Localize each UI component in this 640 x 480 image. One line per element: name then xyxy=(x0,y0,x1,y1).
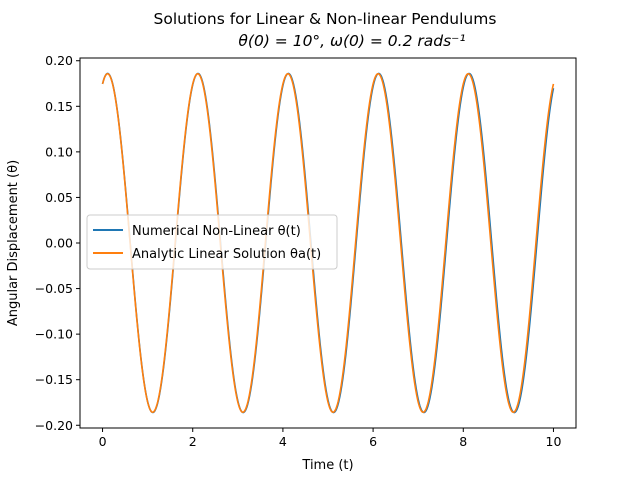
y-tick-label: 0.05 xyxy=(45,190,73,205)
x-tick-label: 8 xyxy=(459,434,467,449)
x-tick-label: 0 xyxy=(99,434,107,449)
y-tick-label: −0.10 xyxy=(35,327,73,342)
x-axis-label: Time (t) xyxy=(301,458,353,473)
legend-box xyxy=(86,214,338,270)
x-axis-ticks: 0 2 4 6 8 10 xyxy=(99,428,562,449)
legend-label-numerical: Numerical Non-Linear θ(t) xyxy=(132,224,301,239)
y-axis-label: Angular Displacement (θ) xyxy=(6,160,21,326)
chart-title-line1: Solutions for Linear & Non-linear Pendul… xyxy=(154,10,497,28)
chart-title-line2: θ(0) = 10°, ω(0) = 0.2 rads⁻¹ xyxy=(238,32,465,50)
x-tick-label: 2 xyxy=(189,434,197,449)
series-line-1 xyxy=(101,72,555,414)
y-tick-label: 0.20 xyxy=(45,53,73,68)
y-axis-ticks: 0.20 0.15 0.10 0.05 0.00 −0.05 −0.10 −0.15 −0.20 xyxy=(35,53,80,433)
x-tick-label: 10 xyxy=(546,434,562,449)
y-tick-label: −0.05 xyxy=(35,281,73,296)
y-tick-label: 0.10 xyxy=(45,144,73,159)
y-tick-label: −0.15 xyxy=(35,372,73,387)
legend-label-analytic: Analytic Linear Solution θa(t) xyxy=(132,247,321,262)
x-tick-label: 6 xyxy=(369,434,377,449)
y-tick-label: 0.00 xyxy=(45,236,73,251)
x-tick-label: 4 xyxy=(279,434,287,449)
y-tick-label: −0.20 xyxy=(35,418,73,433)
legend: Numerical Non-Linear θ(t) Analytic Linea… xyxy=(86,214,338,270)
y-tick-label: 0.15 xyxy=(45,99,73,114)
